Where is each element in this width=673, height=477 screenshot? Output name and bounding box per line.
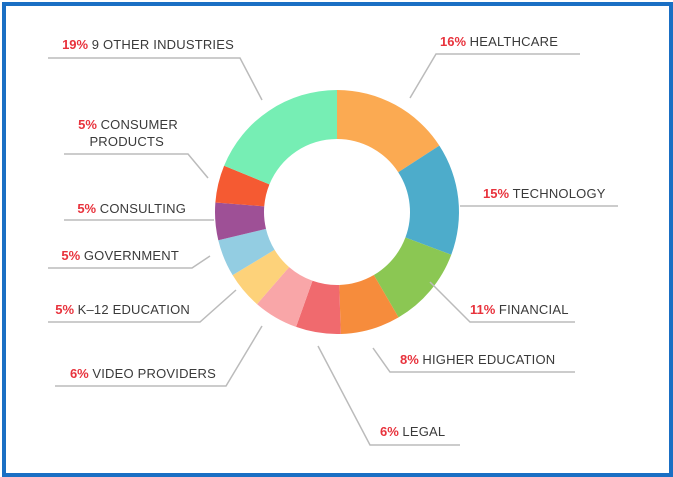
slice-consulting	[214, 202, 266, 241]
slice-9-other-industries	[224, 89, 337, 185]
label-higher-education: 8% HIGHER EDUCATION	[400, 352, 555, 367]
label-text-consulting: CONSULTING	[100, 201, 186, 216]
label-text-9-other-industries: 9 OTHER INDUSTRIES	[92, 37, 234, 52]
slice-higher-education	[339, 275, 399, 334]
label-text-k-12-education: K–12 EDUCATION	[78, 302, 190, 317]
label-healthcare: 16% HEALTHCARE	[440, 34, 558, 49]
label-text-healthcare: HEALTHCARE	[470, 34, 559, 49]
slice-consumer-products	[215, 165, 270, 207]
label-text-financial: FINANCIAL	[499, 302, 569, 317]
leader-line-financial	[429, 281, 575, 323]
label-technology: 15% TECHNOLOGY	[483, 186, 606, 201]
label-legal: 6% LEGAL	[380, 424, 445, 439]
label-pct-video-providers: 6%	[70, 366, 92, 381]
label-pct-technology: 15%	[483, 186, 513, 201]
label-pct-consumer-products: 5%	[78, 117, 100, 132]
label-text-consumer-products: CONSUMER	[101, 117, 178, 132]
label-pct-legal: 6%	[380, 424, 402, 439]
slice-k-12-education	[232, 249, 290, 305]
label-financial: 11% FINANCIAL	[470, 302, 569, 317]
label-pct-consulting: 5%	[77, 201, 99, 216]
label-consulting: 5% CONSULTING	[77, 201, 186, 216]
label-text-video-providers: VIDEO PROVIDERS	[92, 366, 216, 381]
leader-line-legal	[317, 345, 460, 446]
label-pct-healthcare: 16%	[440, 34, 470, 49]
label-text-technology: TECHNOLOGY	[513, 186, 606, 201]
leader-line-higher-education	[372, 347, 575, 373]
label-k-12-education: 5% K–12 EDUCATION	[55, 302, 190, 317]
label-pct-government: 5%	[61, 248, 83, 263]
leader-line-government	[48, 255, 211, 269]
slice-technology	[398, 145, 459, 255]
slice-video-providers	[256, 267, 313, 327]
leader-line-consumer-products	[64, 153, 209, 179]
label-text-cont-consumer-products: PRODUCTS	[89, 134, 164, 149]
leader-line-k-12-education	[48, 289, 237, 323]
label-text-government: GOVERNMENT	[84, 248, 179, 263]
label-video-providers: 6% VIDEO PROVIDERS	[70, 366, 216, 381]
leader-line-healthcare	[409, 53, 580, 99]
leader-line-video-providers	[55, 325, 263, 387]
slice-healthcare	[337, 90, 440, 173]
label-pct-9-other-industries: 19%	[62, 37, 92, 52]
label-pct-higher-education: 8%	[400, 352, 422, 367]
slice-legal	[296, 280, 341, 334]
label-9-other-industries: 19% 9 OTHER INDUSTRIES	[62, 37, 234, 52]
label-pct-k-12-education: 5%	[55, 302, 77, 317]
label-government: 5% GOVERNMENT	[61, 248, 179, 263]
label-text-legal: LEGAL	[402, 424, 445, 439]
slice-government	[218, 228, 275, 276]
leader-line-9-other-industries	[48, 57, 263, 101]
label-text-higher-education: HIGHER EDUCATION	[422, 352, 555, 367]
slice-financial	[373, 237, 452, 318]
label-pct-financial: 11%	[470, 302, 499, 317]
label-consumer-products: 5% CONSUMER	[78, 117, 178, 132]
